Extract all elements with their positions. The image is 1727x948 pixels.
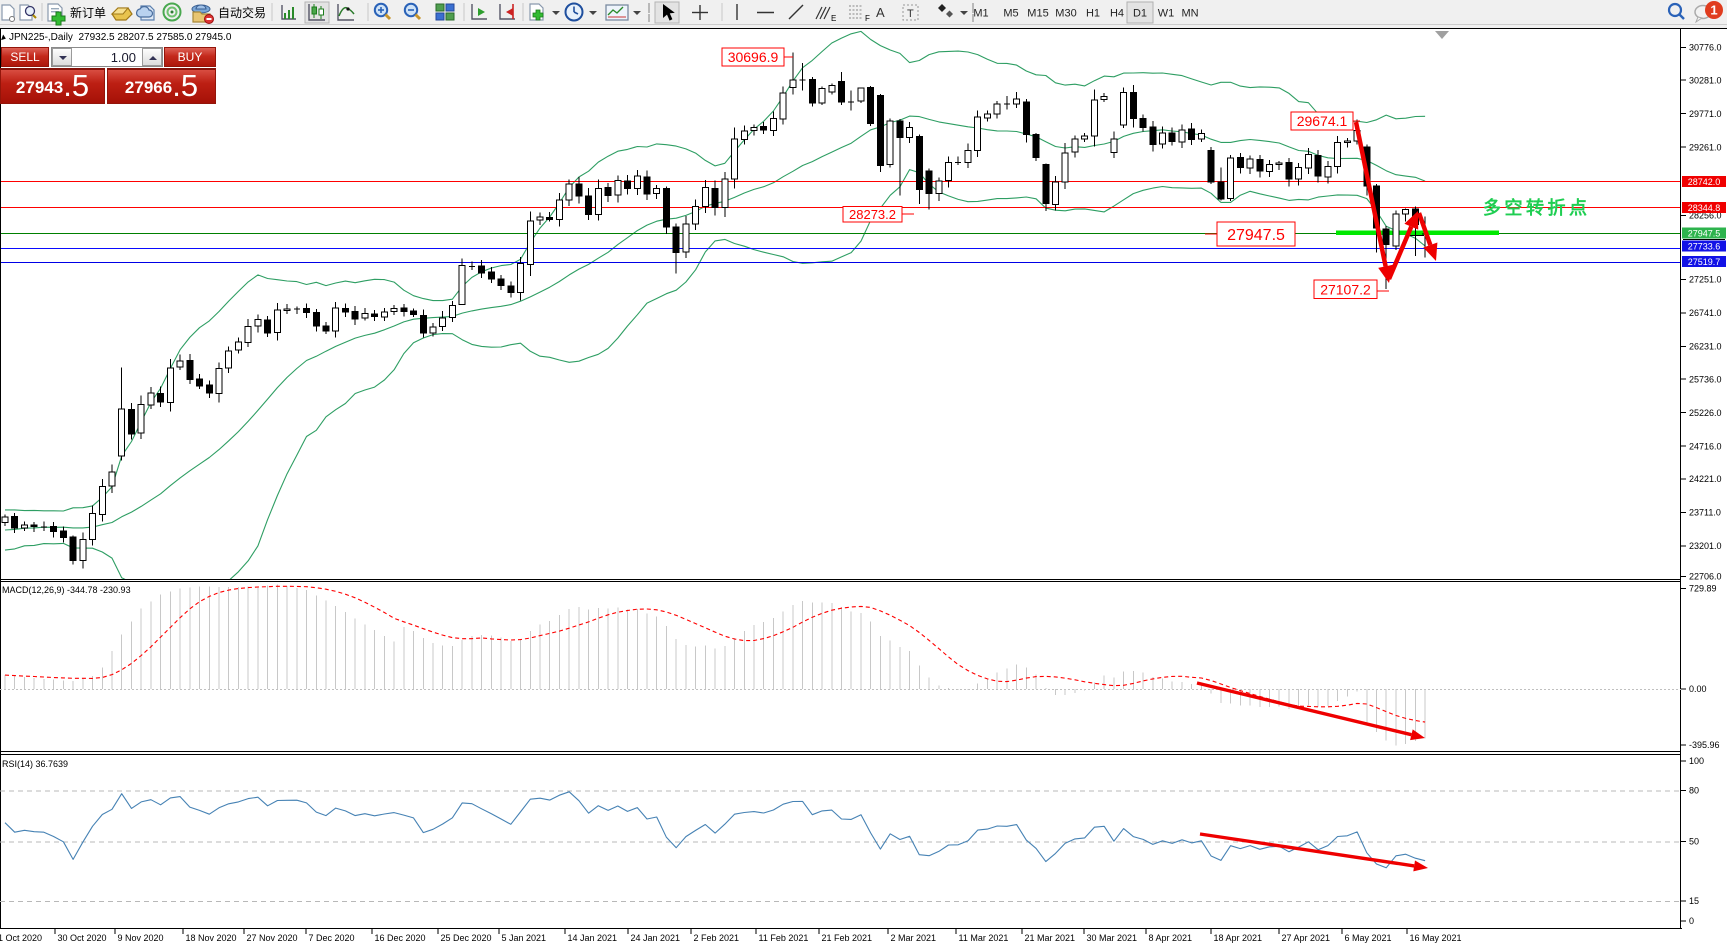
svg-text:MACD(12,26,9) -344.78 -230.93: MACD(12,26,9) -344.78 -230.93 [2, 585, 131, 595]
svg-text:M5: M5 [1003, 8, 1018, 20]
svg-text:28742.0: 28742.0 [1688, 177, 1721, 187]
svg-text:2 Mar 2021: 2 Mar 2021 [891, 933, 937, 943]
svg-text:H1: H1 [1086, 8, 1100, 20]
svg-text:M30: M30 [1055, 8, 1076, 20]
svg-text:100: 100 [1689, 756, 1704, 766]
svg-text:22706.0: 22706.0 [1689, 572, 1722, 582]
svg-text:30696.9: 30696.9 [728, 49, 779, 65]
svg-text:28344.8: 28344.8 [1688, 203, 1721, 213]
svg-text:11 Mar 2021: 11 Mar 2021 [959, 933, 1009, 943]
svg-text:29771.0: 29771.0 [1689, 109, 1722, 119]
svg-text:2 Feb 2021: 2 Feb 2021 [694, 933, 740, 943]
svg-text:80: 80 [1689, 786, 1699, 796]
svg-text:27947.5: 27947.5 [1688, 228, 1721, 238]
svg-text:28256.0: 28256.0 [1689, 211, 1722, 221]
svg-text:25226.0: 25226.0 [1689, 408, 1722, 418]
svg-text:29674.1: 29674.1 [1297, 113, 1348, 129]
svg-text:E: E [831, 14, 836, 23]
svg-text:5 Jan 2021: 5 Jan 2021 [502, 933, 547, 943]
svg-text:W1: W1 [1158, 8, 1175, 20]
svg-text:27947.5: 27947.5 [1227, 227, 1285, 244]
svg-text:24 Jan 2021: 24 Jan 2021 [631, 933, 681, 943]
svg-text:23711.0: 23711.0 [1689, 508, 1721, 518]
svg-text:T: T [907, 8, 914, 20]
svg-text:16 May 2021: 16 May 2021 [1410, 933, 1462, 943]
svg-text:0.00: 0.00 [1689, 684, 1707, 694]
svg-text:0: 0 [1689, 916, 1694, 926]
svg-text:30 Oct 2020: 30 Oct 2020 [58, 933, 107, 943]
svg-text:30776.0: 30776.0 [1689, 43, 1722, 53]
svg-text:27 Nov 2020: 27 Nov 2020 [247, 933, 298, 943]
svg-text:11 Feb 2021: 11 Feb 2021 [759, 933, 809, 943]
svg-text:25736.0: 25736.0 [1689, 374, 1722, 384]
svg-text:24716.0: 24716.0 [1689, 441, 1722, 451]
svg-text:-395.96: -395.96 [1689, 740, 1720, 750]
svg-text:26231.0: 26231.0 [1689, 342, 1722, 352]
svg-text:14 Jan 2021: 14 Jan 2021 [568, 933, 618, 943]
svg-text:729.89: 729.89 [1689, 584, 1717, 594]
svg-text:6 May 2021: 6 May 2021 [1345, 933, 1392, 943]
svg-text:7 Dec 2020: 7 Dec 2020 [309, 933, 355, 943]
svg-text:29261.0: 29261.0 [1689, 142, 1722, 152]
svg-text:27107.2: 27107.2 [1320, 281, 1371, 297]
svg-text:24221.0: 24221.0 [1689, 474, 1722, 484]
svg-text:8 Apr 2021: 8 Apr 2021 [1149, 933, 1193, 943]
svg-text:27 Apr 2021: 27 Apr 2021 [1282, 933, 1331, 943]
svg-text:26741.0: 26741.0 [1689, 308, 1722, 318]
svg-text:多空转折点: 多空转折点 [1483, 197, 1591, 218]
svg-text:21 Mar 2021: 21 Mar 2021 [1025, 933, 1076, 943]
svg-text:A: A [876, 5, 885, 20]
svg-text:H4: H4 [1110, 8, 1124, 20]
svg-text:21 Oct 2020: 21 Oct 2020 [0, 933, 42, 943]
svg-text:30 Mar 2021: 30 Mar 2021 [1087, 933, 1138, 943]
svg-text:MN: MN [1181, 8, 1198, 20]
svg-text:M15: M15 [1027, 8, 1048, 20]
svg-text:18 Apr 2021: 18 Apr 2021 [1214, 933, 1263, 943]
svg-text:50: 50 [1689, 837, 1699, 847]
svg-text:RSI(14) 36.7639: RSI(14) 36.7639 [2, 759, 68, 769]
svg-text:28273.2: 28273.2 [849, 207, 896, 222]
svg-text:30281.0: 30281.0 [1689, 75, 1722, 85]
svg-text:D1: D1 [1133, 8, 1147, 20]
svg-text:1: 1 [1710, 3, 1717, 18]
svg-text:自动交易: 自动交易 [218, 5, 266, 20]
svg-text:25 Dec 2020: 25 Dec 2020 [441, 933, 492, 943]
svg-text:18 Nov 2020: 18 Nov 2020 [186, 933, 237, 943]
svg-text:15: 15 [1689, 896, 1699, 906]
svg-text:16 Dec 2020: 16 Dec 2020 [375, 933, 426, 943]
svg-text:27251.0: 27251.0 [1689, 275, 1722, 285]
svg-text:27519.7: 27519.7 [1688, 257, 1721, 267]
svg-text:23201.0: 23201.0 [1689, 541, 1722, 551]
svg-text:M1: M1 [973, 8, 988, 20]
svg-text:21 Feb 2021: 21 Feb 2021 [822, 933, 873, 943]
svg-text:新订单: 新订单 [70, 5, 106, 20]
svg-text:F: F [865, 14, 870, 23]
svg-text:9 Nov 2020: 9 Nov 2020 [118, 933, 164, 943]
svg-text:27733.6: 27733.6 [1688, 242, 1721, 252]
